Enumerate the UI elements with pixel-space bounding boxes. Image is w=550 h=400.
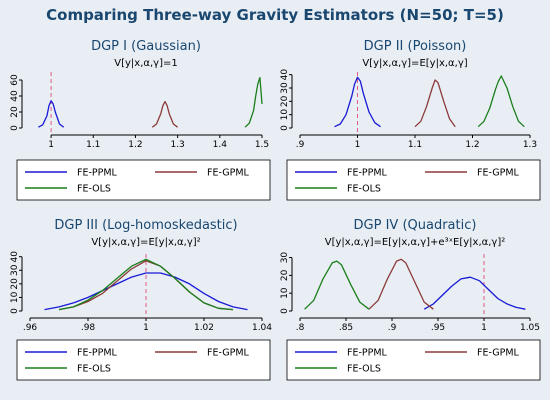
x-tick-label: 1 [481, 323, 487, 333]
panel-subtitle: V[y|x,α,γ]=1 [114, 58, 177, 69]
panel-title: DGP I (Gaussian) [91, 39, 201, 54]
panel-title: DGP II (Poisson) [364, 39, 467, 54]
legend: FE-PPML FE-GPML FE-OLS [16, 339, 271, 381]
series-line-fe-gpml [368, 258, 434, 310]
panel-subtitle: V[y|x,α,γ]=E[y|x,α,γ]² [91, 237, 200, 248]
chart-panel-3: DGP III (Log-homoskedastic) V[y|x,α,γ]=E[… [10, 218, 272, 381]
x-tick-label: 1.2 [465, 140, 479, 150]
legend-box [286, 339, 541, 381]
x-tick-label: 1.3 [170, 140, 184, 150]
chart-panel-2: DGP II (Poisson) V[y|x,α,γ]=E[y|x,α,γ] 0 10… [280, 39, 541, 201]
y-tick-label: 10 [280, 287, 290, 299]
legend-label: FE-OLS [347, 364, 381, 375]
x-tick-label: 1.1 [86, 140, 100, 150]
legend-box [16, 159, 271, 201]
series-line-fe-gpml [151, 100, 178, 128]
panel-subtitle: V[y|x,α,γ]=E[y|x,α,γ]+e³ˣE[y|x,α,γ]² [325, 237, 505, 248]
series-line-fe-ols [304, 260, 370, 310]
series-line-fe-gpml [414, 79, 456, 128]
series-line-fe-ppml [38, 100, 65, 128]
legend-label: FE-OLS [77, 184, 111, 195]
series-line-fe-ppml [44, 272, 248, 311]
x-tick-label: 1.5 [255, 140, 269, 150]
figure-title: Comparing Three-way Gravity Estimators (… [46, 6, 504, 24]
series-line-fe-ols [244, 76, 263, 128]
y-tick-label: 30 [10, 264, 20, 276]
legend-label: FE-GPML [477, 168, 520, 179]
legend-label: FE-OLS [347, 184, 381, 195]
x-tick-label: 1 [143, 323, 149, 333]
x-tick-label: 1.3 [523, 140, 537, 150]
x-tick-label: 1.04 [252, 323, 272, 333]
y-tick-label: 20 [280, 269, 290, 281]
legend: FE-PPML FE-GPML FE-OLS [16, 159, 271, 201]
x-tick-label: 1.2 [128, 140, 142, 150]
chart-panel-4: DGP IV (Quadratic) V[y|x,α,γ]=E[y|x,α,γ]+… [280, 218, 541, 381]
y-tick-label: 0 [10, 308, 20, 314]
y-tick-label: 20 [10, 106, 20, 118]
y-tick-label: 0 [280, 308, 290, 314]
legend-label: FE-GPML [207, 348, 250, 359]
x-tick-label: 1.1 [408, 140, 422, 150]
x-tick-label: .9 [296, 140, 305, 150]
y-tick-label: 40 [10, 251, 20, 263]
x-tick-label: .9 [388, 323, 397, 333]
y-tick-label: 30 [280, 82, 290, 94]
x-tick-label: .85 [339, 323, 353, 333]
series-line-fe-ppml [334, 76, 381, 128]
legend: FE-PPML FE-GPML FE-OLS [286, 159, 541, 201]
legend-label: FE-PPML [77, 168, 118, 179]
x-tick-label: 1.02 [194, 323, 214, 333]
y-tick-label: 0 [10, 125, 20, 131]
legend-label: FE-PPML [77, 348, 118, 359]
x-tick-label: 1 [355, 140, 361, 150]
y-tick-label: 20 [280, 95, 290, 107]
y-tick-label: 40 [10, 90, 20, 102]
series-line-fe-ols [477, 75, 525, 128]
chart-panel-1: DGP I (Gaussian) V[y|x,α,γ]=1 0 20 40 60 1 1.1 1… [10, 39, 271, 201]
y-tick-label: 0 [280, 125, 290, 131]
x-tick-label: 1 [48, 140, 54, 150]
x-tick-label: .95 [431, 323, 445, 333]
y-tick-label: 20 [10, 278, 20, 290]
x-tick-label: .98 [81, 323, 96, 333]
legend-label: FE-OLS [77, 364, 111, 375]
y-tick-label: 10 [10, 291, 20, 303]
legend-box [16, 339, 271, 381]
y-tick-label: 40 [280, 69, 290, 81]
series-line-fe-ols [58, 258, 234, 311]
legend-box [286, 159, 541, 201]
x-tick-label: 1.05 [520, 323, 540, 333]
legend-label: FE-PPML [347, 168, 388, 179]
legend: FE-PPML FE-GPML FE-OLS [286, 339, 541, 381]
x-tick-label: 1.4 [213, 140, 228, 150]
y-tick-label: 10 [280, 109, 290, 121]
y-tick-label: 60 [10, 74, 20, 86]
legend-label: FE-PPML [347, 348, 388, 359]
legend-label: FE-GPML [207, 168, 250, 179]
x-tick-label: .96 [23, 323, 38, 333]
panel-title: DGP III (Log-homoskedastic) [54, 218, 237, 233]
y-tick-label: 30 [280, 252, 290, 264]
series-line-fe-ppml [423, 276, 526, 310]
x-tick-label: .8 [296, 323, 305, 333]
legend-label: FE-GPML [477, 348, 520, 359]
panel-title: DGP IV (Quadratic) [354, 218, 477, 233]
panel-subtitle: V[y|x,α,γ]=E[y|x,α,γ] [362, 58, 467, 69]
